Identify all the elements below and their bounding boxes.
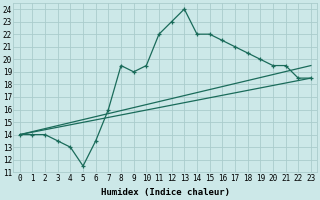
X-axis label: Humidex (Indice chaleur): Humidex (Indice chaleur) — [101, 188, 230, 197]
